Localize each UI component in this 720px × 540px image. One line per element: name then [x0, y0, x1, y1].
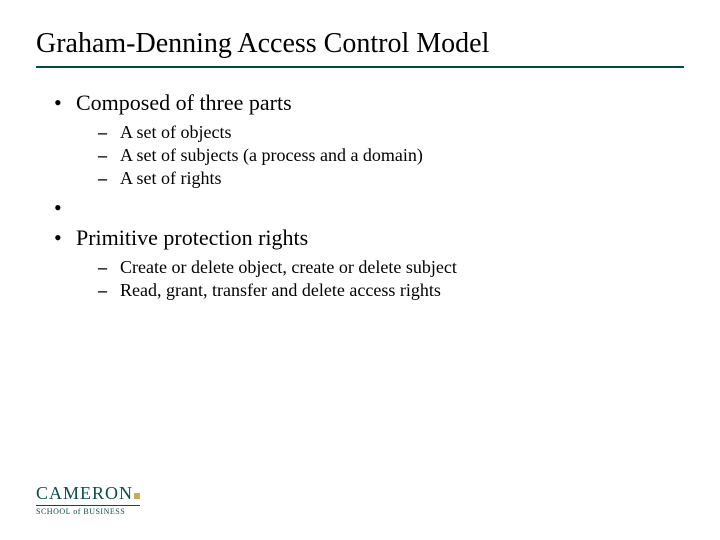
dash-marker: –	[98, 280, 120, 301]
sub-bullet-item: –A set of objects	[98, 122, 684, 143]
sub-bullet-item: –A set of subjects (a process and a doma…	[98, 145, 684, 166]
dash-marker: –	[98, 122, 120, 143]
sub-bullet-text: A set of objects	[120, 122, 231, 142]
bullet-marker: •	[54, 195, 76, 221]
logo-sub-text: SCHOOL of BUSINESS	[36, 507, 140, 516]
slide-content: •Composed of three parts –A set of objec…	[36, 90, 684, 301]
sub-bullet-item: –Create or delete object, create or dele…	[98, 257, 684, 278]
logo-main-text: CAMERON	[36, 483, 140, 506]
sub-bullet-item: –A set of rights	[98, 168, 684, 189]
bullet-list: •Composed of three parts –A set of objec…	[36, 90, 684, 301]
dash-marker: –	[98, 257, 120, 278]
sub-bullet-text: A set of subjects (a process and a domai…	[120, 145, 423, 165]
sub-bullet-list: –Create or delete object, create or dele…	[54, 257, 684, 301]
sub-bullet-text: A set of rights	[120, 168, 222, 188]
slide-title: Graham-Denning Access Control Model	[36, 28, 684, 68]
cameron-logo: CAMERON SCHOOL of BUSINESS	[36, 483, 140, 516]
sub-bullet-item: –Read, grant, transfer and delete access…	[98, 280, 684, 301]
bullet-item: •Composed of three parts –A set of objec…	[54, 90, 684, 189]
bullet-marker: •	[54, 225, 76, 251]
dash-marker: –	[98, 168, 120, 189]
logo-accent-icon	[134, 493, 140, 499]
bullet-text: Primitive protection rights	[76, 225, 308, 250]
sub-bullet-list: –A set of objects –A set of subjects (a …	[54, 122, 684, 189]
dash-marker: –	[98, 145, 120, 166]
slide: Graham-Denning Access Control Model •Com…	[0, 0, 720, 540]
bullet-marker: •	[54, 90, 76, 116]
bullet-item: •Primitive protection rights –Create or …	[54, 225, 684, 301]
bullet-text: Composed of three parts	[76, 90, 292, 115]
logo-main-label: CAMERON	[36, 483, 133, 503]
sub-bullet-text: Read, grant, transfer and delete access …	[120, 280, 441, 300]
sub-bullet-text: Create or delete object, create or delet…	[120, 257, 457, 277]
bullet-item-empty: •	[54, 195, 684, 221]
